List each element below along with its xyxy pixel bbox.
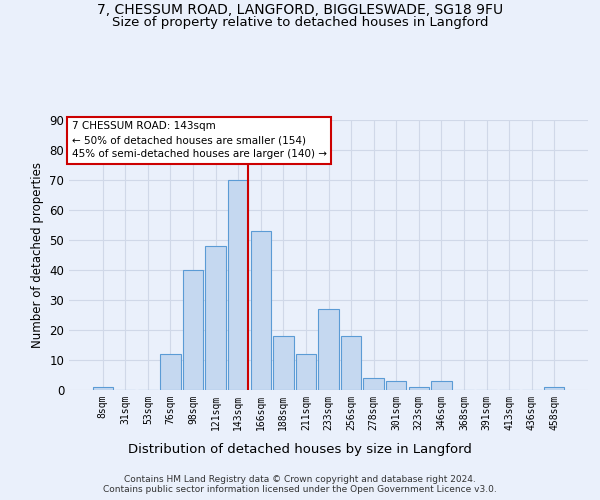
Text: Size of property relative to detached houses in Langford: Size of property relative to detached ho… [112,16,488,29]
Bar [183,270,203,390]
Text: 7, CHESSUM ROAD, LANGFORD, BIGGLESWADE, SG18 9FU: 7, CHESSUM ROAD, LANGFORD, BIGGLESWADE, … [97,2,503,16]
Bar [386,381,406,390]
Bar [273,336,293,390]
Y-axis label: Number of detached properties: Number of detached properties [31,162,44,348]
Bar [205,246,226,390]
Bar [296,354,316,390]
Bar [319,309,338,390]
Bar [409,387,429,390]
Bar [92,387,113,390]
Bar [364,378,384,390]
Text: Distribution of detached houses by size in Langford: Distribution of detached houses by size … [128,442,472,456]
Bar [228,180,248,390]
Bar [431,381,452,390]
Bar [341,336,361,390]
Text: 7 CHESSUM ROAD: 143sqm
← 50% of detached houses are smaller (154)
45% of semi-de: 7 CHESSUM ROAD: 143sqm ← 50% of detached… [71,122,326,160]
Bar [251,231,271,390]
Bar [160,354,181,390]
Bar [544,387,565,390]
Text: Contains HM Land Registry data © Crown copyright and database right 2024.
Contai: Contains HM Land Registry data © Crown c… [103,474,497,494]
